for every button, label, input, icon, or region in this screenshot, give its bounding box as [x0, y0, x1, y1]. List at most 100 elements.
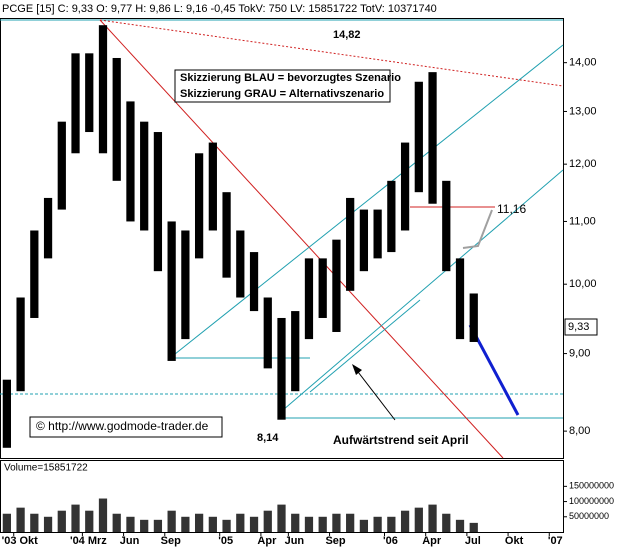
volume-bar: [30, 513, 39, 532]
channel-lower: [282, 169, 564, 411]
price-bar: [455, 258, 465, 340]
header: PCGE [15] C: 9,33 O: 9,77 H: 9,86 L: 9,1…: [2, 3, 437, 15]
volume-bar: [71, 504, 80, 532]
x-tick-label: Apr: [422, 535, 442, 547]
volume-bar: [400, 510, 410, 532]
copyright-box: [29, 416, 223, 438]
x-tick-label: '07: [548, 535, 563, 547]
price-bar: [30, 230, 39, 318]
price-panel: [0, 18, 564, 459]
level-label: 11,16: [497, 202, 526, 216]
price-bar: [2, 379, 11, 448]
volume-bar: [98, 498, 108, 532]
channel-upper: [169, 44, 564, 359]
y-tick-label: 11,00: [569, 215, 596, 227]
volume-bar: [428, 504, 437, 532]
volume-panel: [0, 460, 564, 533]
arrow-shaft: [354, 367, 396, 421]
x-tick-label: '05: [218, 535, 233, 547]
price-bar: [277, 317, 286, 420]
volume-bar: [2, 513, 11, 532]
y-tick-label: 100000000: [569, 496, 614, 506]
price-bar: [181, 230, 190, 340]
price-bar: [428, 72, 437, 204]
volume-bar: [373, 516, 382, 532]
price-bar: [85, 53, 94, 133]
y-tick-label: 14,00: [569, 57, 597, 69]
blue-scenario: [468, 324, 520, 416]
price-bar: [414, 81, 423, 193]
volume-bar: [181, 516, 190, 532]
price-bar: [126, 101, 135, 222]
price-bar: [442, 180, 451, 272]
y-tick-label: 10,00: [569, 278, 597, 290]
x-tick-label: Jul: [465, 535, 481, 547]
y-tick-label: 150000000: [569, 481, 614, 491]
x-tick-label: Apr: [257, 535, 277, 547]
price-bar: [153, 132, 163, 272]
price-bar: [140, 121, 149, 231]
y-tick-label: 8,00: [569, 425, 590, 437]
legend-box: [174, 69, 391, 103]
last-price-box: [564, 318, 598, 336]
volume-bar: [85, 510, 94, 532]
price-bar: [373, 209, 382, 259]
price-bar: [71, 53, 80, 154]
price-bar: [332, 239, 341, 332]
volume-bar: [194, 513, 204, 532]
price-bar: [16, 297, 25, 392]
x-tick-label: Jun: [285, 535, 305, 547]
volume-bar: [236, 513, 245, 532]
volume-bar: [222, 519, 231, 532]
volume-bar: [469, 522, 478, 532]
volume-bar: [332, 513, 341, 532]
y-tick-label: 50000000: [569, 511, 609, 521]
volume-bar: [346, 513, 355, 532]
down-trend-dotted: [99, 19, 564, 87]
x-tick-label: '06: [383, 535, 398, 547]
x-tick-label: Okt: [505, 535, 524, 547]
grey-scenario: [462, 209, 493, 249]
volume-bar: [455, 519, 465, 532]
trend-label: Aufwärtstrend seit April: [333, 433, 469, 447]
price-bar: [304, 258, 314, 340]
price-bar: [236, 230, 245, 298]
low-label: 8,14: [257, 432, 279, 444]
volume-bar: [153, 519, 163, 532]
volume-bar: [414, 507, 423, 532]
price-bar: [400, 142, 410, 231]
high-label: 14,82: [333, 29, 361, 41]
price-bar: [469, 293, 478, 342]
price-bar: [291, 311, 300, 392]
volume-bar: [167, 510, 176, 532]
price-bar: [249, 252, 259, 312]
volume-bar: [43, 516, 53, 532]
down-trend: [99, 19, 504, 459]
price-bar: [112, 57, 121, 181]
volume-bar: [57, 510, 66, 532]
price-bar: [346, 197, 355, 291]
price-bar: [43, 197, 53, 259]
volume-bar: [387, 516, 396, 532]
arrow-head: [352, 364, 362, 375]
volume-bar: [16, 507, 25, 532]
volume-bar: [249, 516, 259, 532]
y-tick-label: 13,00: [569, 105, 597, 117]
volume-title: Volume=15851722: [4, 463, 88, 474]
price-bar: [318, 258, 327, 318]
volume-bar: [140, 519, 149, 532]
x-tick-label: Jun: [120, 535, 140, 547]
channel-lower-2: [309, 299, 421, 393]
volume-bar: [359, 519, 369, 532]
price-bar: [98, 25, 108, 154]
y-tick-label: 12,00: [569, 158, 597, 170]
price-bar: [263, 297, 272, 369]
price-bar: [57, 121, 66, 210]
y-tick-label: 9,00: [569, 347, 590, 359]
copyright: © http://www.godmode-trader.de: [36, 419, 209, 433]
volume-bar: [112, 513, 121, 532]
x-tick-label: Sep: [161, 535, 181, 547]
volume-bar: [263, 510, 272, 532]
price-bar: [222, 192, 231, 278]
